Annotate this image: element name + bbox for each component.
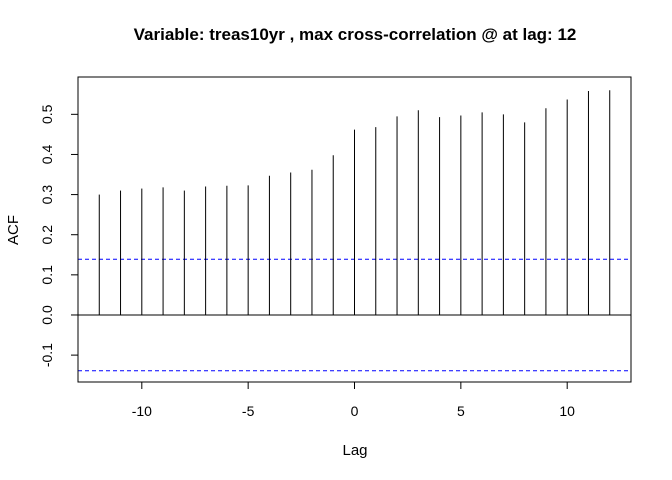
y-tick-label: 0.2 <box>39 225 55 245</box>
x-axis: -10 -5 0 5 10 <box>132 381 575 419</box>
x-tick-label: 0 <box>351 403 359 419</box>
y-tick-label: 0.0 <box>39 305 55 325</box>
y-tick-label: 0.5 <box>39 104 55 124</box>
x-tick-label: 10 <box>559 403 575 419</box>
x-tick-label: 5 <box>457 403 465 419</box>
y-tick-label: 0.1 <box>39 265 55 285</box>
x-tick-label: -5 <box>242 403 255 419</box>
y-tick-label: 0.3 <box>39 185 55 205</box>
y-tick-label: 0.4 <box>39 145 55 165</box>
x-axis-label: Lag <box>342 442 367 459</box>
x-tick-label: -10 <box>132 403 152 419</box>
chart-title: Variable: treas10yr , max cross-correlat… <box>134 25 577 44</box>
y-axis: -0.1 0.0 0.1 0.2 0.3 0.4 0.5 <box>39 104 79 367</box>
y-tick-label: -0.1 <box>39 343 55 367</box>
y-axis-label: ACF <box>5 215 22 245</box>
plot-region <box>78 90 631 372</box>
